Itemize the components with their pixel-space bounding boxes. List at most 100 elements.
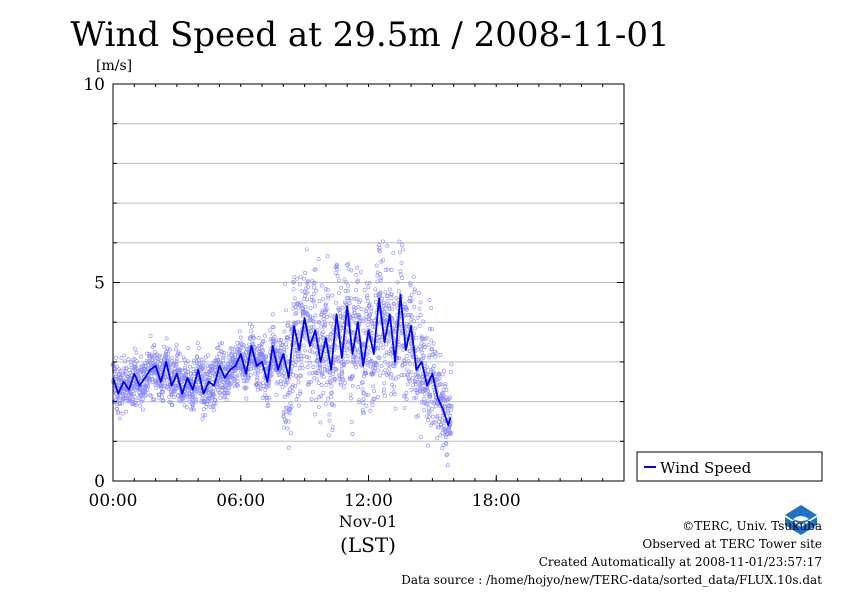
scatter-point <box>382 387 386 392</box>
scatter-point <box>228 352 233 357</box>
scatter-point <box>256 368 261 373</box>
scatter-point <box>316 257 321 262</box>
scatter-point <box>405 327 410 332</box>
scatter-point <box>298 389 303 394</box>
scatter-point <box>248 321 253 326</box>
scatter-point <box>292 355 297 360</box>
scatter-point <box>297 282 302 287</box>
scatter-point <box>161 398 166 403</box>
scatter-point <box>417 291 421 296</box>
scatter-point <box>429 306 434 311</box>
scatter-point <box>235 373 240 378</box>
scatter-point <box>433 354 438 359</box>
scatter-point <box>261 348 266 353</box>
scatter-point <box>448 413 453 418</box>
scatter-point <box>365 361 370 365</box>
scatter-point <box>292 352 297 357</box>
scatter-point <box>145 387 150 392</box>
scatter-point <box>412 304 417 309</box>
scatter-point <box>284 380 289 385</box>
scatter-point <box>266 403 271 407</box>
scatter-point <box>160 399 165 404</box>
scatter-point <box>387 366 392 371</box>
scatter-point <box>367 302 372 307</box>
scatter-point <box>306 382 310 387</box>
scatter-point <box>317 362 322 366</box>
scatter-point <box>344 345 349 350</box>
scatter-point <box>118 401 123 406</box>
scatter-point <box>366 285 371 290</box>
scatter-point <box>277 349 282 354</box>
scatter-point <box>317 320 322 325</box>
scatter-point <box>349 268 354 273</box>
scatter-point <box>307 325 311 330</box>
scatter-point <box>439 382 444 387</box>
scatter-point <box>166 386 171 391</box>
scatter-point <box>417 306 422 311</box>
scatter-point <box>328 376 333 380</box>
scatter-point <box>296 319 301 324</box>
scatter-point <box>138 403 143 408</box>
footer-observed: Observed at TERC Tower site <box>642 537 822 551</box>
scatter-point <box>308 349 313 354</box>
scatter-point <box>371 371 376 376</box>
scatter-point <box>298 391 303 396</box>
scatter-point <box>342 381 347 385</box>
scatter-point <box>379 363 384 368</box>
scatter-point <box>189 376 194 381</box>
scatter-point <box>404 354 409 358</box>
scatter-point <box>315 358 319 363</box>
scatter-point <box>357 397 362 402</box>
scatter-point <box>291 287 296 292</box>
scatter-point <box>214 362 219 367</box>
y-axis-unit-label: [m/s] <box>96 58 132 74</box>
legend: Wind Speed <box>636 451 823 482</box>
scatter-point <box>148 392 153 397</box>
scatter-point <box>391 376 396 381</box>
scatter-point <box>412 289 417 294</box>
scatter-point <box>346 261 351 266</box>
scatter-point <box>218 395 223 400</box>
scatter-point <box>354 272 359 277</box>
scatter-point <box>413 382 418 387</box>
scatter-point <box>166 356 171 360</box>
scatter-point <box>330 424 335 429</box>
scatter-point <box>404 390 409 395</box>
scatter-point <box>355 265 360 270</box>
scatter-point <box>433 420 438 425</box>
scatter-point <box>409 314 414 319</box>
scatter-point <box>418 344 423 349</box>
scatter-point <box>304 247 309 252</box>
scatter-point <box>288 401 293 406</box>
scatter-point <box>426 405 431 410</box>
scatter-point <box>191 394 196 399</box>
scatter-point <box>152 343 157 348</box>
scatter-point <box>211 392 216 397</box>
scatter-point <box>398 269 403 274</box>
scatter-point <box>281 425 286 430</box>
scatter-point <box>190 392 195 397</box>
scatter-point <box>358 269 363 274</box>
scatter-point <box>342 362 347 367</box>
scatter-point <box>317 363 322 368</box>
scatter-point <box>378 291 383 296</box>
scatter-point <box>393 406 398 411</box>
scatter-point <box>352 360 357 365</box>
scatter-point <box>337 278 341 283</box>
scatter-point <box>305 355 309 359</box>
scatter-point <box>406 313 411 318</box>
scatter-point <box>402 302 407 306</box>
scatter-point <box>438 382 442 387</box>
scatter-point <box>284 342 289 347</box>
scatter-point <box>129 360 134 365</box>
scatter-point <box>328 313 333 318</box>
footer-copyright: ©TERC, Univ. Tsukuba <box>682 519 822 533</box>
scatter-point <box>242 385 247 390</box>
scatter-point <box>402 359 407 364</box>
scatter-point <box>431 341 436 346</box>
scatter-point <box>362 288 367 292</box>
scatter-point <box>298 274 303 279</box>
scatter-point <box>283 281 287 286</box>
scatter-point <box>151 357 155 362</box>
